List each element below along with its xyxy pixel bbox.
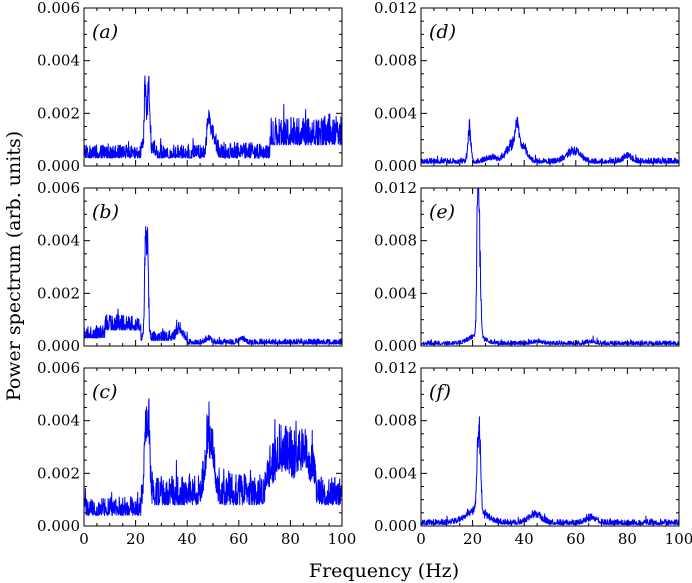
y-tick-label-e-2: 0.008 bbox=[374, 232, 417, 250]
y-tick-label-a-1: 0.002 bbox=[37, 104, 80, 122]
y-tick-label-b-2: 0.004 bbox=[37, 232, 80, 250]
y-tick-label-a-0: 0.000 bbox=[37, 157, 80, 175]
panel-b: 0.000 0.002 0.004 0.006 (b) bbox=[37, 179, 343, 355]
y-tick-label-c-1: 0.002 bbox=[37, 464, 80, 482]
spectrum-line-e bbox=[420, 187, 680, 346]
y-tick-label-d-3: 0.012 bbox=[374, 0, 417, 17]
y-tick-label-b-1: 0.002 bbox=[37, 284, 80, 302]
y-tick-label-d-2: 0.008 bbox=[374, 52, 417, 70]
y-tick-label-d-1: 0.004 bbox=[374, 104, 417, 122]
panel-label-e: (e) bbox=[429, 201, 455, 223]
panel-c: 0.000 0.002 0.004 0.006 0 20 40 60 80 100 (c) bbox=[37, 359, 356, 548]
x-tick-label-f-3: 60 bbox=[566, 530, 585, 548]
spectrum-line-f bbox=[420, 416, 680, 526]
y-tick-label-e-1: 0.004 bbox=[374, 284, 417, 302]
x-tick-label-f-4: 80 bbox=[618, 530, 637, 548]
x-tick-label-c-5: 100 bbox=[328, 530, 357, 548]
x-tick-label-c-1: 20 bbox=[126, 530, 145, 548]
axes-frame-d bbox=[420, 7, 680, 167]
axes-frame-e bbox=[420, 187, 680, 347]
x-tick-label-f-2: 40 bbox=[515, 530, 534, 548]
x-tick-label-c-0: 0 bbox=[79, 530, 89, 548]
y-tick-label-c-0: 0.000 bbox=[37, 517, 80, 535]
y-tick-label-d-0: 0.000 bbox=[374, 157, 417, 175]
spectrum-line-a bbox=[83, 75, 343, 159]
x-tick-label-c-2: 40 bbox=[178, 530, 197, 548]
y-tick-label-f-3: 0.012 bbox=[374, 359, 417, 377]
axes-frame-f bbox=[420, 367, 680, 527]
y-axis-title: Power spectrum (arb. units) bbox=[3, 131, 25, 401]
panel-label-d: (d) bbox=[429, 21, 456, 43]
spectrum-line-c bbox=[83, 398, 343, 516]
panel-label-a: (a) bbox=[92, 21, 118, 43]
spectrum-line-d bbox=[420, 116, 680, 164]
x-tick-label-f-1: 20 bbox=[463, 530, 482, 548]
y-tick-label-c-3: 0.006 bbox=[37, 359, 80, 377]
panel-label-b: (b) bbox=[92, 201, 119, 223]
y-tick-label-f-0: 0.000 bbox=[374, 517, 417, 535]
panel-f: 0.000 0.004 0.008 0.012 0 20 40 60 80 100 (f) bbox=[374, 359, 692, 548]
x-tick-label-f-0: 0 bbox=[416, 530, 426, 548]
y-tick-label-e-3: 0.012 bbox=[374, 179, 417, 197]
axes-frame-a bbox=[83, 7, 343, 167]
y-tick-label-b-0: 0.000 bbox=[37, 337, 80, 355]
panel-e: 0.000 0.004 0.008 0.012 (e) bbox=[374, 179, 680, 355]
y-tick-label-a-2: 0.004 bbox=[37, 52, 80, 70]
y-tick-label-f-1: 0.004 bbox=[374, 464, 417, 482]
x-tick-label-c-4: 80 bbox=[281, 530, 300, 548]
panel-label-f: (f) bbox=[429, 381, 451, 403]
panel-a: 0.000 0.002 0.004 0.006 (a) bbox=[37, 0, 343, 175]
panel-label-c: (c) bbox=[92, 381, 117, 403]
y-tick-label-a-3: 0.006 bbox=[37, 0, 80, 17]
y-tick-label-f-2: 0.008 bbox=[374, 412, 417, 430]
spectrum-line-b bbox=[83, 226, 343, 345]
y-tick-label-e-0: 0.000 bbox=[374, 337, 417, 355]
x-tick-label-f-5: 100 bbox=[665, 530, 692, 548]
x-tick-label-c-3: 60 bbox=[229, 530, 248, 548]
y-tick-label-c-2: 0.004 bbox=[37, 412, 80, 430]
panel-d: 0.000 0.004 0.008 0.012 (d) bbox=[374, 0, 680, 175]
y-tick-label-b-3: 0.006 bbox=[37, 179, 80, 197]
x-axis-title: Frequency (Hz) bbox=[309, 560, 459, 582]
